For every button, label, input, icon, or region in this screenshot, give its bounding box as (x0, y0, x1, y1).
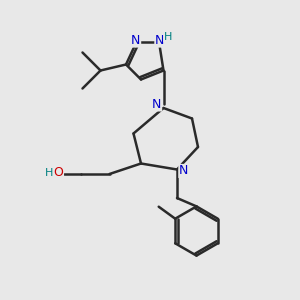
Text: N: N (179, 164, 188, 178)
Text: H: H (44, 167, 53, 178)
Text: H: H (164, 32, 172, 42)
Text: N: N (131, 34, 141, 47)
Text: N: N (152, 98, 162, 111)
Text: N: N (155, 34, 164, 47)
Text: O: O (54, 166, 63, 179)
